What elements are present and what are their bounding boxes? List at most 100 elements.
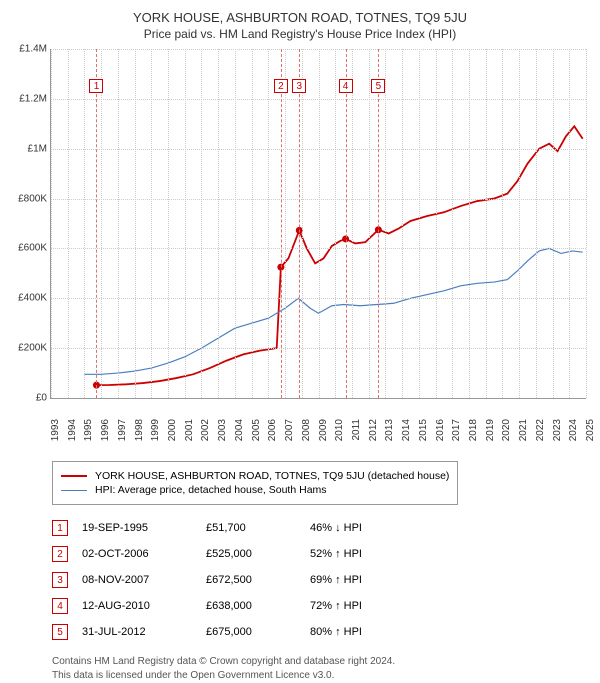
gridline-v [502, 49, 503, 398]
sale-marker-box: 4 [339, 79, 353, 93]
y-tick-label: £1.2M [11, 93, 47, 104]
x-tick-label: 2008 [301, 419, 312, 441]
gridline-v [168, 49, 169, 398]
gridline-v [486, 49, 487, 398]
series-line [84, 248, 582, 374]
row-pct: 69% ↑ HPI [310, 574, 420, 586]
row-number-box: 4 [52, 598, 68, 614]
gridline-v [84, 49, 85, 398]
row-date: 19-SEP-1995 [82, 522, 192, 534]
x-tick-label: 1998 [134, 419, 145, 441]
x-tick-label: 2005 [251, 419, 262, 441]
gridline-v [252, 49, 253, 398]
sale-marker-line [346, 49, 347, 398]
row-price: £525,000 [206, 548, 296, 560]
table-row: 1 19-SEP-1995 £51,700 46% ↓ HPI [52, 515, 590, 541]
gridline-v [151, 49, 152, 398]
y-tick-label: £1M [11, 143, 47, 154]
gridline-v [436, 49, 437, 398]
gridline-v [101, 49, 102, 398]
gridline-v [118, 49, 119, 398]
x-tick-label: 2018 [468, 419, 479, 441]
y-tick-label: £200K [11, 343, 47, 354]
sale-marker-box: 3 [292, 79, 306, 93]
gridline-v [68, 49, 69, 398]
sale-marker-line [299, 49, 300, 398]
row-number-box: 1 [52, 520, 68, 536]
table-row: 4 12-AUG-2010 £638,000 72% ↑ HPI [52, 593, 590, 619]
sale-marker-line [378, 49, 379, 398]
gridline-v [519, 49, 520, 398]
row-pct: 52% ↑ HPI [310, 548, 420, 560]
gridline-v [201, 49, 202, 398]
x-tick-label: 2014 [401, 419, 412, 441]
gridline-v [452, 49, 453, 398]
x-tick-label: 2010 [334, 419, 345, 441]
gridline-v [135, 49, 136, 398]
x-tick-label: 2013 [384, 419, 395, 441]
sale-marker-box: 5 [371, 79, 385, 93]
gridline-v [352, 49, 353, 398]
gridline-v [419, 49, 420, 398]
sale-marker-box: 2 [274, 79, 288, 93]
sale-marker-line [96, 49, 97, 398]
gridline-v [218, 49, 219, 398]
x-tick-label: 2017 [451, 419, 462, 441]
legend-swatch [61, 475, 87, 477]
gridline-v [553, 49, 554, 398]
attribution-line-1: Contains HM Land Registry data © Crown c… [52, 655, 590, 669]
y-tick-label: £1.4M [11, 44, 47, 55]
attribution: Contains HM Land Registry data © Crown c… [52, 655, 590, 683]
x-tick-label: 2025 [585, 419, 596, 441]
legend-swatch [61, 490, 87, 491]
x-tick-label: 2019 [485, 419, 496, 441]
row-date: 02-OCT-2006 [82, 548, 192, 560]
row-pct: 72% ↑ HPI [310, 600, 420, 612]
x-tick-label: 1995 [83, 419, 94, 441]
row-date: 31-JUL-2012 [82, 626, 192, 638]
gridline-v [302, 49, 303, 398]
x-tick-label: 2024 [568, 419, 579, 441]
y-tick-label: £800K [11, 193, 47, 204]
x-tick-label: 1999 [150, 419, 161, 441]
gridline-v [569, 49, 570, 398]
x-axis-labels: 1993199419951996199719981999200020012002… [50, 401, 586, 421]
row-pct: 46% ↓ HPI [310, 522, 420, 534]
x-tick-label: 1994 [67, 419, 78, 441]
gridline-v [586, 49, 587, 398]
gridline-v [536, 49, 537, 398]
gridline-v [335, 49, 336, 398]
gridline-v [185, 49, 186, 398]
chart-container: YORK HOUSE, ASHBURTON ROAD, TOTNES, TQ9 … [0, 0, 600, 650]
gridline-v [235, 49, 236, 398]
x-tick-label: 2001 [184, 419, 195, 441]
x-tick-label: 2012 [368, 419, 379, 441]
row-number-box: 5 [52, 624, 68, 640]
chart-area: £0£200K£400K£600K£800K£1M£1.2M£1.4M12345… [50, 49, 586, 419]
x-tick-label: 2021 [518, 419, 529, 441]
row-number-box: 2 [52, 546, 68, 562]
gridline-v [51, 49, 52, 398]
legend-label: HPI: Average price, detached house, Sout… [95, 484, 327, 496]
row-date: 12-AUG-2010 [82, 600, 192, 612]
table-row: 531-JUL-2012£675,00080% ↑ HPI [52, 619, 590, 645]
y-tick-label: £0 [11, 393, 47, 404]
row-pct: 80% ↑ HPI [310, 626, 420, 638]
chart-subtitle: Price paid vs. HM Land Registry's House … [10, 27, 590, 41]
x-tick-label: 1997 [117, 419, 128, 441]
x-tick-label: 2020 [501, 419, 512, 441]
sale-marker-line [281, 49, 282, 398]
x-tick-label: 2022 [535, 419, 546, 441]
x-tick-label: 1996 [100, 419, 111, 441]
gridline-v [469, 49, 470, 398]
gridline-v [268, 49, 269, 398]
row-price: £51,700 [206, 522, 296, 534]
row-price: £638,000 [206, 600, 296, 612]
gridline-v [385, 49, 386, 398]
legend-label: YORK HOUSE, ASHBURTON ROAD, TOTNES, TQ9 … [95, 470, 449, 482]
legend: YORK HOUSE, ASHBURTON ROAD, TOTNES, TQ9 … [52, 461, 458, 505]
x-tick-label: 2016 [435, 419, 446, 441]
x-tick-label: 2004 [234, 419, 245, 441]
table-row: 2 02-OCT-2006 £525,000 52% ↑ HPI [52, 541, 590, 567]
x-tick-label: 2007 [284, 419, 295, 441]
